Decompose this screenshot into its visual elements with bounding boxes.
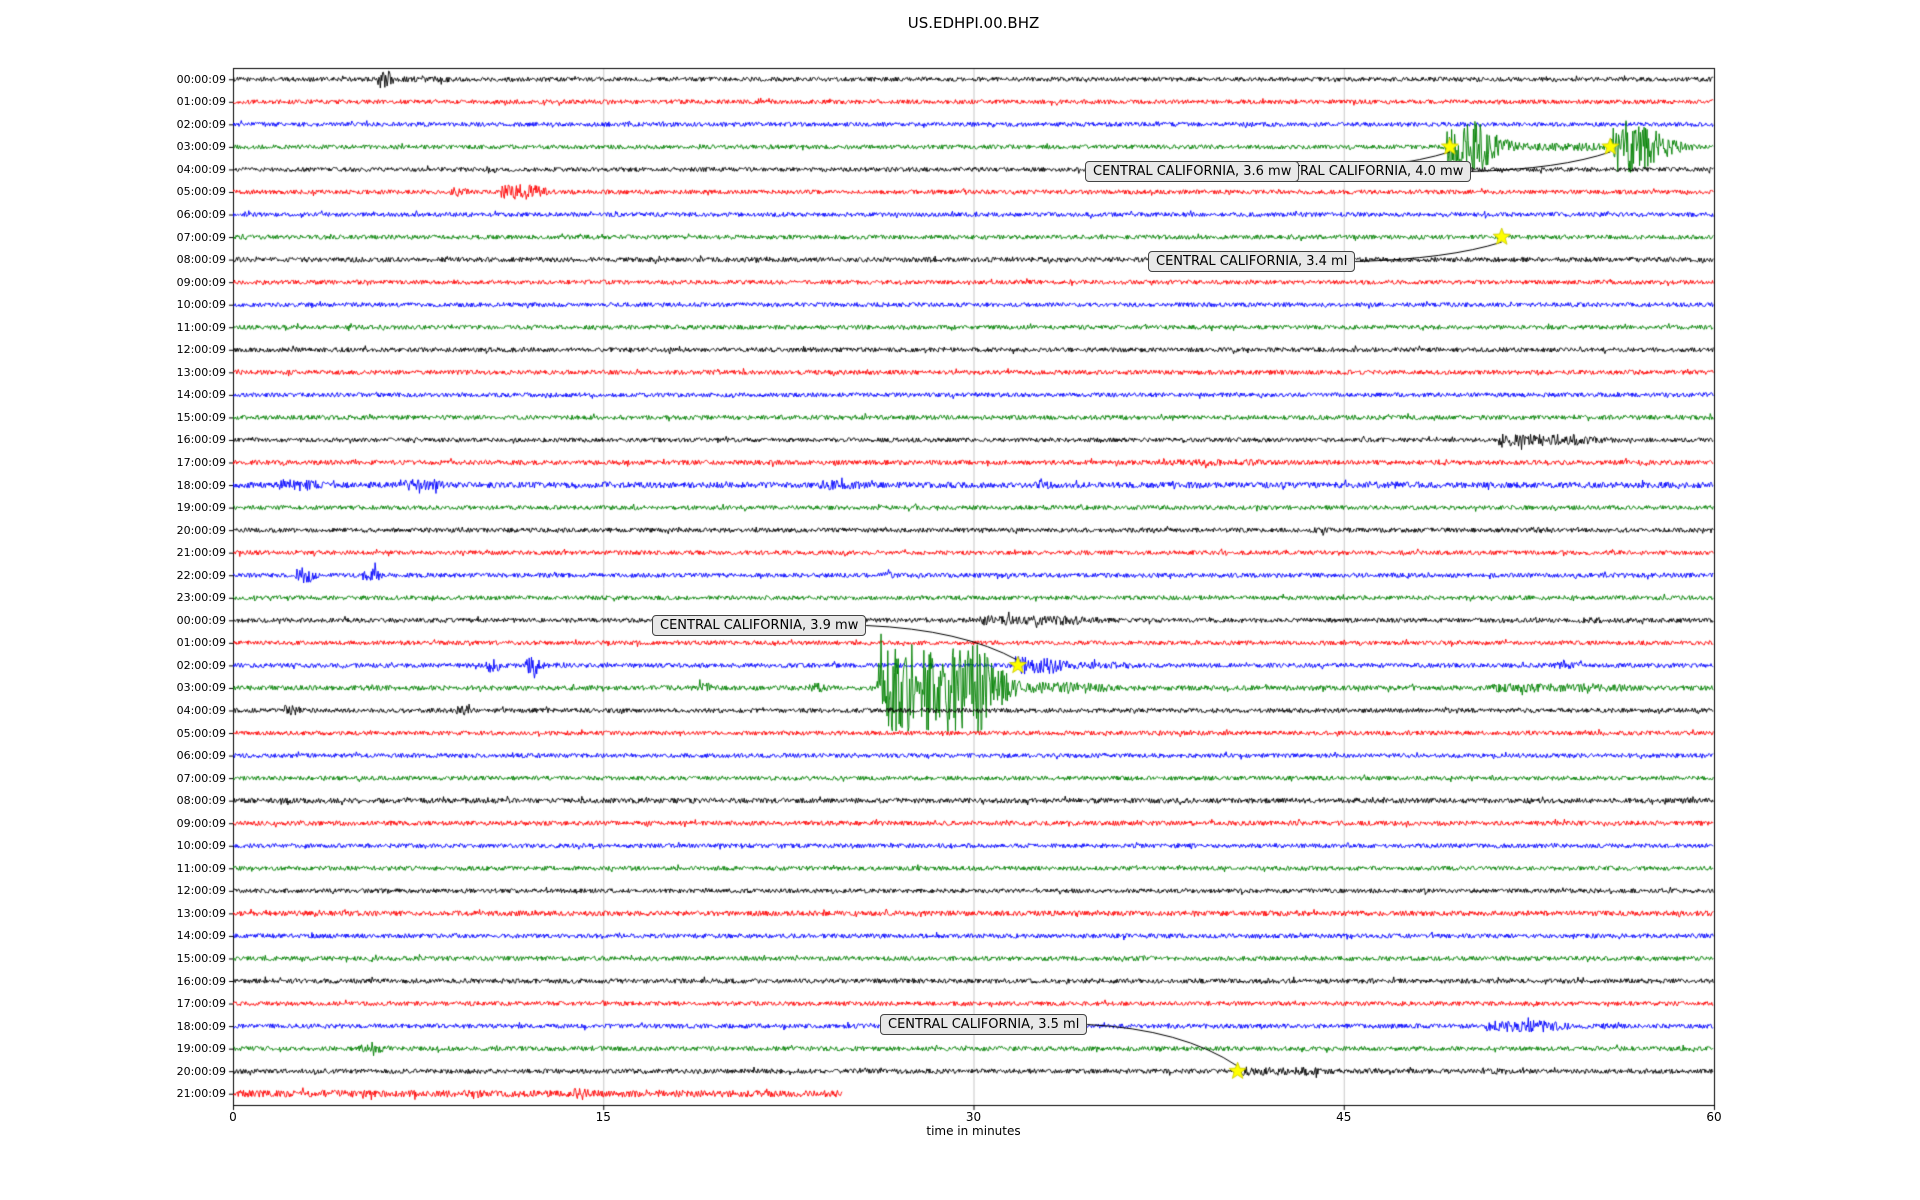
x-tick-label: 30	[965, 1110, 982, 1124]
row-time-label: 02:00:09	[176, 658, 226, 672]
row-time-label: 21:00:09	[176, 546, 226, 560]
row-time-label: 06:00:09	[176, 749, 226, 763]
row-time-label: 07:00:09	[176, 771, 226, 785]
row-time-label: 12:00:09	[176, 884, 226, 898]
row-time-label: 06:00:09	[176, 208, 226, 222]
row-time-label: 07:00:09	[176, 230, 226, 244]
row-time-label: 03:00:09	[176, 140, 226, 154]
row-time-label: 19:00:09	[176, 501, 226, 515]
row-time-label: 17:00:09	[176, 997, 226, 1011]
row-time-label: 19:00:09	[176, 1042, 226, 1056]
row-time-label: 21:00:09	[176, 1087, 226, 1101]
row-time-label: 20:00:09	[176, 1064, 226, 1078]
row-time-label: 15:00:09	[176, 951, 226, 965]
row-time-label: 10:00:09	[176, 298, 226, 312]
row-time-label: 01:00:09	[176, 636, 226, 650]
row-time-label: 09:00:09	[176, 816, 226, 830]
row-time-label: 16:00:09	[176, 433, 226, 447]
row-time-label: 11:00:09	[176, 861, 226, 875]
row-time-label: 11:00:09	[176, 320, 226, 334]
row-time-label: 05:00:09	[176, 726, 226, 740]
row-time-label: 04:00:09	[176, 703, 226, 717]
x-tick-label: 0	[229, 1110, 237, 1124]
event-label: CENTRAL CALIFORNIA, 4.0 mw	[1257, 161, 1472, 182]
row-time-label: 13:00:09	[176, 365, 226, 379]
row-time-label: 23:00:09	[176, 591, 226, 605]
row-time-label: 16:00:09	[176, 974, 226, 988]
row-time-label: 09:00:09	[176, 275, 226, 289]
row-time-label: 05:00:09	[176, 185, 226, 199]
row-time-label: 01:00:09	[176, 95, 226, 109]
row-time-label: 00:00:09	[176, 613, 226, 627]
row-time-label: 18:00:09	[176, 1019, 226, 1033]
row-time-label: 15:00:09	[176, 410, 226, 424]
row-time-label: 22:00:09	[176, 568, 226, 582]
x-tick-label: 45	[1336, 1110, 1352, 1124]
row-time-label: 10:00:09	[176, 839, 226, 853]
x-tick-label: 15	[595, 1110, 611, 1124]
row-time-label: 12:00:09	[176, 343, 226, 357]
row-time-label: 02:00:09	[176, 117, 226, 131]
row-time-label: 17:00:09	[176, 456, 226, 469]
event-label: CENTRAL CALIFORNIA, 3.6 mw	[1085, 161, 1300, 182]
row-time-label: 08:00:09	[176, 794, 226, 808]
event-label: CENTRAL CALIFORNIA, 3.5 ml	[880, 1014, 1088, 1035]
row-time-label: 14:00:09	[176, 929, 226, 943]
row-time-label: 03:00:09	[176, 681, 226, 695]
row-time-label: 18:00:09	[176, 478, 226, 492]
event-label: CENTRAL CALIFORNIA, 3.9 mw	[652, 615, 867, 636]
x-axis-label: time in minutes	[926, 1124, 1021, 1138]
row-time-label: 14:00:09	[176, 388, 226, 402]
chart-title: US.EDHPI.00.BHZ	[907, 14, 1040, 32]
x-tick-label: 60	[1706, 1110, 1722, 1124]
row-time-label: 04:00:09	[176, 162, 226, 176]
row-time-label: 08:00:09	[176, 253, 226, 267]
row-time-label: 20:00:09	[176, 523, 226, 537]
row-time-label: 13:00:09	[176, 906, 226, 920]
event-label: CENTRAL CALIFORNIA, 3.4 ml	[1148, 251, 1356, 272]
row-time-label: 00:00:09	[176, 72, 226, 86]
